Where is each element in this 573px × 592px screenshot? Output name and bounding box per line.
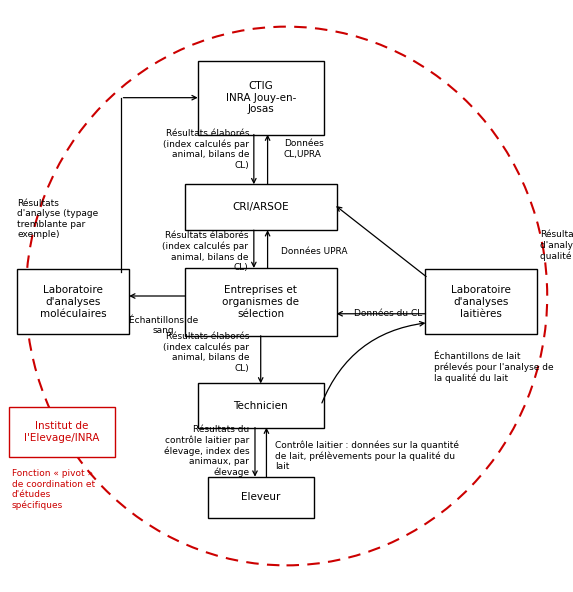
Text: Résultats élaborés
(index calculés par
animal, bilans de
CL): Résultats élaborés (index calculés par a…	[163, 332, 249, 372]
FancyBboxPatch shape	[198, 384, 324, 427]
Text: Données
CL,UPRA: Données CL,UPRA	[284, 140, 323, 159]
FancyBboxPatch shape	[185, 184, 337, 230]
Text: Fonction « pivot »
de coordination et
d'études
spécifiques: Fonction « pivot » de coordination et d'…	[12, 469, 95, 510]
Text: Laboratoire
d'analyses
moléculaires: Laboratoire d'analyses moléculaires	[40, 285, 107, 318]
Text: Résultats
d'analyse (typage
tremblante par
exemple): Résultats d'analyse (typage tremblante p…	[17, 199, 99, 239]
Text: Échantillons de lait
prélevés pour l'analyse de
la qualité du lait: Échantillons de lait prélevés pour l'ana…	[434, 352, 554, 382]
FancyBboxPatch shape	[425, 269, 537, 334]
Text: Résultats du
contrôle laitier par
élevage, index des
animaux, par
élevage: Résultats du contrôle laitier par élevag…	[164, 425, 249, 477]
FancyBboxPatch shape	[9, 407, 115, 457]
Text: CTIG
INRA Jouy-en-
Josas: CTIG INRA Jouy-en- Josas	[226, 81, 296, 114]
Text: Technicien: Technicien	[233, 401, 288, 410]
Text: Laboratoire
d'analyses
laitières: Laboratoire d'analyses laitières	[452, 285, 511, 318]
FancyBboxPatch shape	[185, 268, 337, 336]
Text: Données du CL: Données du CL	[354, 309, 422, 318]
Text: Résultats élaborés
(index calculés par
animal, bilans de
CL): Résultats élaborés (index calculés par a…	[162, 231, 248, 272]
Text: Contrôle laitier : données sur la quantité
de lait, prélèvements pour la qualité: Contrôle laitier : données sur la quanti…	[275, 440, 459, 471]
Text: Échantillons de
sang: Échantillons de sang	[129, 316, 198, 335]
Text: Entreprises et
organismes de
sélection: Entreprises et organismes de sélection	[222, 285, 299, 318]
Text: CRI/ARSOE: CRI/ARSOE	[233, 202, 289, 212]
FancyBboxPatch shape	[208, 477, 314, 518]
FancyBboxPatch shape	[18, 269, 129, 334]
FancyBboxPatch shape	[198, 61, 324, 134]
Text: Résultats élaborés
(index calculés par
animal, bilans de
CL): Résultats élaborés (index calculés par a…	[163, 129, 249, 169]
Text: Résultats
d'analyses sur la
qualité du lait: Résultats d'analyses sur la qualité du l…	[540, 230, 573, 261]
Text: Eleveur: Eleveur	[241, 493, 280, 502]
Text: Données UPRA: Données UPRA	[281, 247, 347, 256]
Text: Institut de
l'Elevage/INRA: Institut de l'Elevage/INRA	[24, 422, 100, 443]
